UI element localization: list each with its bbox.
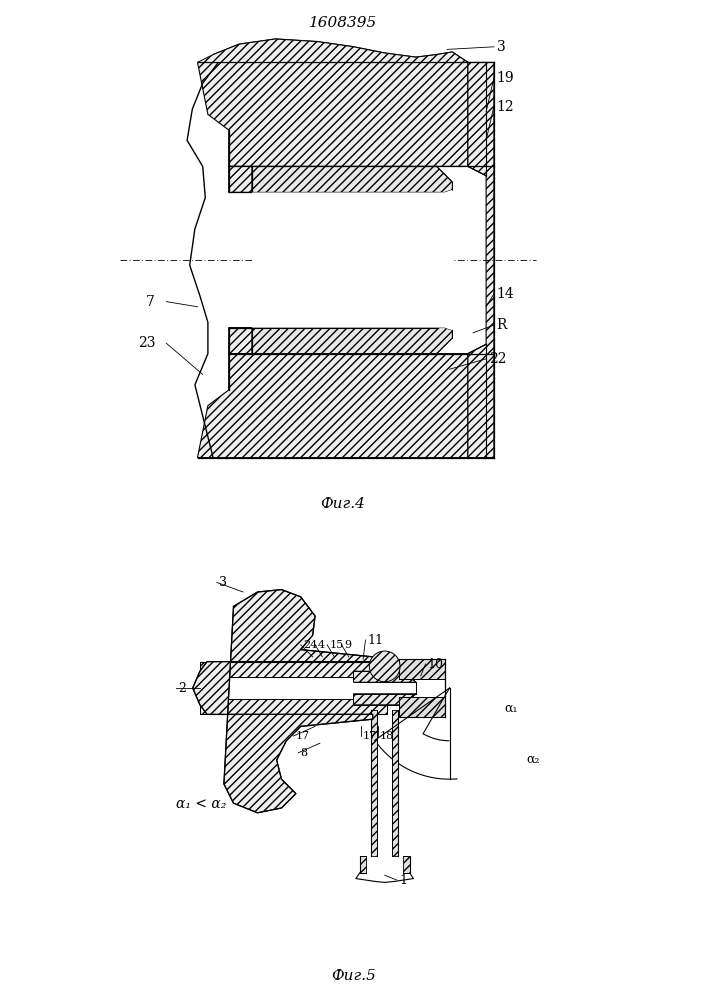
Text: 12: 12 (496, 100, 514, 114)
Text: 4: 4 (317, 640, 325, 650)
Text: 17: 17 (363, 731, 378, 741)
Text: Фиг.5: Фиг.5 (331, 969, 376, 983)
Polygon shape (360, 856, 366, 873)
Text: Фиг.4: Фиг.4 (321, 497, 366, 511)
Polygon shape (252, 166, 452, 192)
Text: 22: 22 (489, 352, 506, 366)
Polygon shape (197, 62, 468, 192)
Text: 3: 3 (219, 576, 227, 589)
Polygon shape (354, 694, 416, 705)
Text: 17: 17 (296, 731, 310, 741)
Text: 1: 1 (399, 874, 407, 886)
Polygon shape (197, 328, 468, 458)
Text: 23: 23 (138, 336, 156, 350)
Polygon shape (252, 328, 452, 354)
Text: 7: 7 (146, 295, 154, 309)
Text: 19: 19 (496, 71, 514, 85)
Circle shape (369, 651, 400, 682)
Polygon shape (399, 659, 445, 679)
Text: 1608395: 1608395 (309, 16, 378, 30)
Text: 11: 11 (368, 634, 384, 647)
Polygon shape (252, 190, 452, 330)
Polygon shape (197, 39, 468, 62)
Text: 14: 14 (496, 287, 514, 301)
Text: 15: 15 (329, 640, 344, 650)
Polygon shape (468, 62, 494, 458)
Text: α₁: α₁ (505, 702, 518, 715)
Text: R: R (496, 318, 507, 332)
Text: 3: 3 (496, 40, 506, 54)
Text: 9: 9 (344, 640, 351, 650)
Polygon shape (354, 671, 416, 682)
Text: 2: 2 (178, 682, 186, 694)
Polygon shape (399, 697, 445, 717)
Text: 18: 18 (380, 731, 394, 741)
Text: 10: 10 (428, 658, 444, 670)
Polygon shape (200, 662, 387, 677)
Polygon shape (193, 590, 373, 813)
Polygon shape (392, 710, 398, 856)
Polygon shape (200, 699, 387, 714)
Text: α₂: α₂ (526, 752, 540, 765)
Text: 24: 24 (303, 640, 317, 650)
Polygon shape (403, 856, 409, 873)
Text: 8: 8 (300, 748, 308, 758)
Text: α₁ < α₂: α₁ < α₂ (176, 797, 226, 811)
Polygon shape (371, 710, 377, 856)
